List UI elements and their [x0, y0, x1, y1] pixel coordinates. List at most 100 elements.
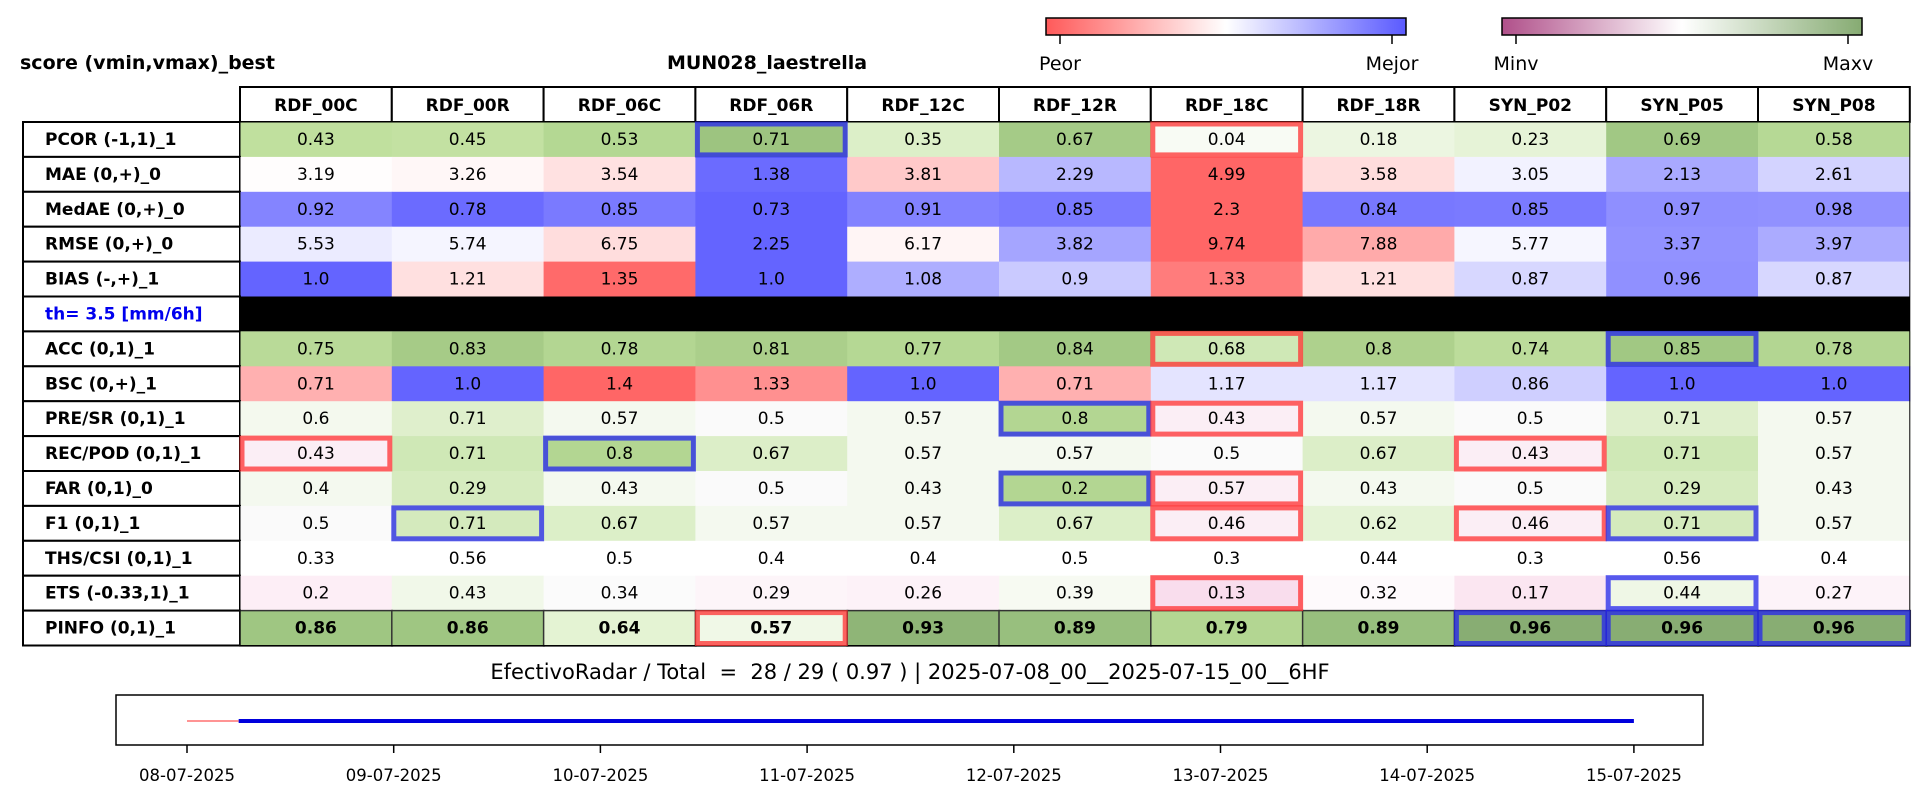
- cell-value: 0.67: [1056, 130, 1094, 150]
- cell-value: 1.0: [1820, 374, 1847, 394]
- cell-value: 3.19: [297, 165, 335, 185]
- cell-value: 7.88: [1360, 235, 1398, 255]
- best-highlight-box: [1757, 610, 1911, 646]
- table-cell: [1606, 156, 1759, 193]
- row-label: MedAE (0,+)_0: [45, 200, 185, 220]
- cell-value: 0.26: [904, 584, 942, 604]
- table-cell: [1454, 331, 1607, 367]
- table-cell: [391, 609, 545, 647]
- table-cell: [1150, 122, 1304, 158]
- colorbar-score-high-label: Mejor: [1366, 53, 1419, 75]
- timeline-tick-label: 08-07-2025: [139, 766, 235, 785]
- cell-value: 0.89: [1054, 619, 1096, 639]
- timeline-tick-label: 15-07-2025: [1586, 766, 1682, 785]
- cell-value: 0.9: [1061, 270, 1088, 290]
- cell-value: 0.64: [599, 619, 641, 639]
- table-cell: [391, 436, 545, 472]
- cell-value: 1.33: [1208, 270, 1246, 290]
- table-cell: [543, 261, 696, 297]
- cell-value: 1.33: [752, 374, 790, 394]
- table-cell: [1606, 471, 1759, 507]
- cell-value: 1.0: [454, 374, 481, 394]
- cell-value: 1.0: [1669, 374, 1696, 394]
- column-header: RDF_12C: [881, 96, 964, 116]
- table-cell: [999, 122, 1152, 158]
- cell-value: 0.98: [1815, 200, 1853, 220]
- cell-value: 0.57: [1815, 514, 1853, 534]
- cell-value: 0.67: [1056, 514, 1094, 534]
- row-label: PINFO (0,1)_1: [45, 619, 176, 639]
- column-header-cell: [1757, 86, 1911, 123]
- cell-value: 0.67: [601, 514, 639, 534]
- cell-value: 0.77: [904, 339, 942, 359]
- cell-value: 0.35: [904, 130, 942, 150]
- cell-value: 0.71: [1663, 409, 1701, 429]
- best-highlight-box: [998, 470, 1152, 507]
- table-cell: [391, 401, 545, 437]
- timeline-tick-label: 13-07-2025: [1173, 766, 1269, 785]
- cell-value: 0.83: [449, 339, 487, 359]
- cell-value: 0.87: [1511, 270, 1549, 290]
- table-cell: [1150, 436, 1304, 472]
- row-label-cell: [22, 574, 241, 612]
- column-header: RDF_00R: [426, 96, 510, 116]
- table-cell: [1454, 436, 1607, 472]
- row-label-cell: [22, 470, 241, 507]
- table-cell: [543, 331, 696, 367]
- cell-value: 0.8: [1061, 409, 1088, 429]
- cell-value: 0.43: [1815, 479, 1853, 499]
- cell-value: 0.89: [1358, 619, 1400, 639]
- cell-value: 0.93: [902, 619, 944, 639]
- table-cell: [391, 366, 545, 402]
- table-cell: [847, 401, 1000, 437]
- table-cell: [1454, 261, 1607, 297]
- cell-value: 3.97: [1815, 235, 1853, 255]
- cell-value: 3.82: [1056, 235, 1094, 255]
- cell-value: 1.4: [606, 374, 633, 394]
- cell-value: 0.69: [1663, 130, 1701, 150]
- table-cell: [999, 505, 1152, 542]
- column-header-cell: [998, 86, 1152, 123]
- cell-value: 0.71: [449, 409, 487, 429]
- timeline-tick-label: 10-07-2025: [552, 766, 648, 785]
- table-cell: [998, 609, 1153, 647]
- table-cell: [391, 540, 545, 577]
- table-cell: [543, 540, 696, 577]
- table-cell: [999, 331, 1152, 367]
- table-cell: [847, 122, 1000, 158]
- column-header: SYN_P05: [1640, 96, 1723, 116]
- table-cell: [240, 436, 393, 472]
- cell-value: 0.78: [601, 339, 639, 359]
- cell-value: 0.56: [1663, 549, 1701, 569]
- cell-value: 0.57: [1056, 444, 1094, 464]
- cell-value: 0.85: [1663, 339, 1701, 359]
- column-header: RDF_18C: [1185, 96, 1268, 116]
- cell-value: 0.71: [1663, 444, 1701, 464]
- cell-value: 0.84: [1056, 339, 1094, 359]
- cell-value: 0.18: [1360, 130, 1398, 150]
- cell-value: 0.57: [601, 409, 639, 429]
- cell-value: 2.13: [1663, 165, 1701, 185]
- cell-value: 0.39: [1056, 584, 1094, 604]
- row-label: MAE (0,+)_0: [45, 165, 161, 185]
- cell-value: 0.71: [1056, 374, 1094, 394]
- table-cell: [1302, 436, 1455, 472]
- cell-value: 0.57: [904, 444, 942, 464]
- table-cell: [847, 471, 1000, 507]
- column-header: RDF_00C: [274, 96, 357, 116]
- best-highlight-box: [543, 435, 696, 472]
- cell-value: 0.81: [752, 339, 790, 359]
- table-cell: [391, 331, 545, 367]
- table-cell: [1454, 505, 1607, 542]
- cell-value: 0.2: [1061, 479, 1088, 499]
- worst-highlight-box: [1150, 400, 1304, 437]
- worst-highlight-box: [1453, 435, 1607, 472]
- cell-value: 0.8: [1365, 339, 1392, 359]
- table-cell: [1758, 575, 1911, 612]
- table-cell: [1302, 122, 1455, 158]
- table-cell: [1302, 366, 1455, 402]
- table-cell: [391, 575, 545, 612]
- table-cell: [1454, 366, 1607, 402]
- best-highlight-box: [1605, 330, 1759, 367]
